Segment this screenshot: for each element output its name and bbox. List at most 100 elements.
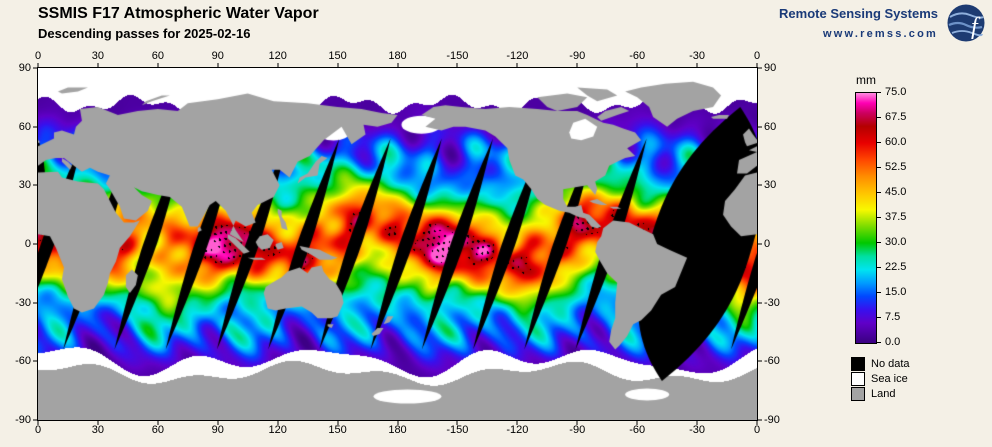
legend-swatch [851, 371, 865, 386]
lon-label-bottom: 180 [388, 424, 407, 436]
colorbar-zone: 75.0 67.5 60.0 52.5 45.0 37.5 30.0 22.5 15.0 7.5 0… [855, 86, 975, 352]
lon-label-top: 90 [211, 50, 224, 62]
svg-text:f: f [971, 14, 981, 40]
lat-label-right: -60 [764, 355, 780, 368]
page-title: SSMIS F17 Atmospheric Water Vapor [38, 5, 319, 22]
legend-item: Sea ice [851, 371, 910, 386]
lon-tick-bottom [217, 421, 219, 425]
lon-label-bottom: -30 [689, 424, 706, 436]
colorbar-tick [877, 317, 881, 318]
lat-label-right: 0 [764, 238, 771, 250]
lat-tick-left [33, 360, 37, 362]
legend-swatch [851, 356, 865, 371]
lon-label-bottom: 30 [91, 424, 105, 436]
colorbar-tick-label: 67.5 [885, 111, 907, 123]
lon-tick-bottom [97, 421, 99, 425]
lon-label-bottom: -60 [629, 424, 646, 436]
lon-tick-top [456, 63, 458, 67]
lon-label-top: -120 [506, 50, 529, 62]
lon-tick-bottom [157, 421, 159, 425]
rss-globe-logo: f [947, 4, 985, 42]
lon-label-top: 60 [151, 50, 164, 62]
brand-name: Remote Sensing Systems [779, 6, 938, 21]
lon-tick-bottom [696, 421, 698, 425]
lat-tick-right [758, 126, 762, 128]
world-map-area: 0 0 30 30 60 60 90 90 120 120 150 150 180 180 -150 -150… [15, 50, 780, 436]
lon-tick-top [277, 63, 279, 67]
colorbar-tick [877, 242, 881, 243]
colorbar-tick [877, 217, 881, 218]
lon-label-top: -30 [689, 50, 706, 62]
legend-item: Land [851, 386, 910, 401]
lon-tick-top [756, 63, 758, 67]
lat-tick-left [33, 67, 37, 69]
lon-tick-bottom [456, 421, 458, 425]
lon-tick-top [696, 63, 698, 67]
lat-label-right: -30 [764, 296, 780, 309]
lon-tick-bottom [636, 421, 638, 425]
lat-tick-right [758, 184, 762, 186]
lat-label-left: -60 [15, 355, 31, 368]
lat-label-left: -90 [15, 414, 31, 426]
lon-label-bottom: 0 [34, 424, 42, 436]
lat-tick-right [758, 302, 762, 304]
colorbar-tick-label: 7.5 [885, 311, 901, 323]
lon-label-bottom: 90 [211, 424, 224, 436]
lon-label-top: 30 [91, 50, 105, 62]
lon-tick-bottom [37, 421, 39, 425]
lon-label-top: 180 [388, 50, 407, 62]
colorbar-tick [877, 292, 881, 293]
map-legend: No data Sea ice Land [851, 356, 910, 401]
branding: Remote Sensing Systems www.remss.com f [779, 3, 986, 43]
lon-label-top: 150 [328, 50, 347, 62]
lon-label-top: 120 [268, 50, 287, 62]
lon-tick-bottom [277, 421, 279, 425]
brand-text: Remote Sensing Systems www.remss.com [779, 3, 938, 40]
lat-tick-right [758, 419, 762, 421]
brand-url[interactable]: www.remss.com [822, 28, 938, 40]
lon-tick-top [576, 63, 578, 67]
lon-tick-top [516, 63, 518, 67]
lon-tick-top [37, 63, 39, 67]
lon-tick-top [337, 63, 339, 67]
legend-label: No data [871, 357, 910, 370]
lon-tick-bottom [516, 421, 518, 425]
lat-label-right: -90 [764, 414, 780, 426]
legend-label: Sea ice [871, 372, 908, 385]
lat-label-left: 0 [24, 238, 31, 250]
colorbar-tick-label: 22.5 [885, 261, 907, 273]
lat-tick-left [33, 184, 37, 186]
lat-label-left: 90 [18, 62, 31, 74]
colorbar [855, 92, 877, 344]
lat-label-right: 30 [764, 179, 777, 192]
page-subtitle: Descending passes for 2025-02-16 [38, 26, 251, 41]
colorbar-tick [877, 92, 881, 93]
lat-label-right: 60 [764, 120, 777, 133]
legend-item: No data [851, 356, 910, 371]
colorbar-tick-label: 45.0 [885, 186, 907, 198]
lon-tick-bottom [756, 421, 758, 425]
lat-tick-left [33, 126, 37, 128]
lat-label-right: 90 [764, 62, 777, 74]
legend-label: Land [871, 387, 896, 400]
colorbar-tick [877, 192, 881, 193]
lon-label-top: 0 [753, 50, 761, 62]
colorbar-tick [877, 167, 881, 168]
lon-label-bottom: 60 [151, 424, 164, 436]
lon-label-top: 0 [34, 50, 42, 62]
lon-label-top: -60 [629, 50, 646, 62]
lon-tick-bottom [337, 421, 339, 425]
lat-label-left: -30 [15, 296, 31, 309]
lon-label-bottom: -90 [569, 424, 586, 436]
lon-label-top: -90 [569, 50, 586, 62]
colorbar-tick-label: 52.5 [885, 161, 907, 173]
colorbar-tick [877, 267, 881, 268]
lon-label-bottom: -120 [506, 424, 529, 436]
lat-label-left: 60 [18, 120, 31, 133]
lat-tick-right [758, 67, 762, 69]
colorbar-tick-label: 75.0 [885, 86, 907, 98]
lon-tick-top [217, 63, 219, 67]
lat-tick-right [758, 360, 762, 362]
colorbar-tick-label: 30.0 [885, 236, 907, 248]
